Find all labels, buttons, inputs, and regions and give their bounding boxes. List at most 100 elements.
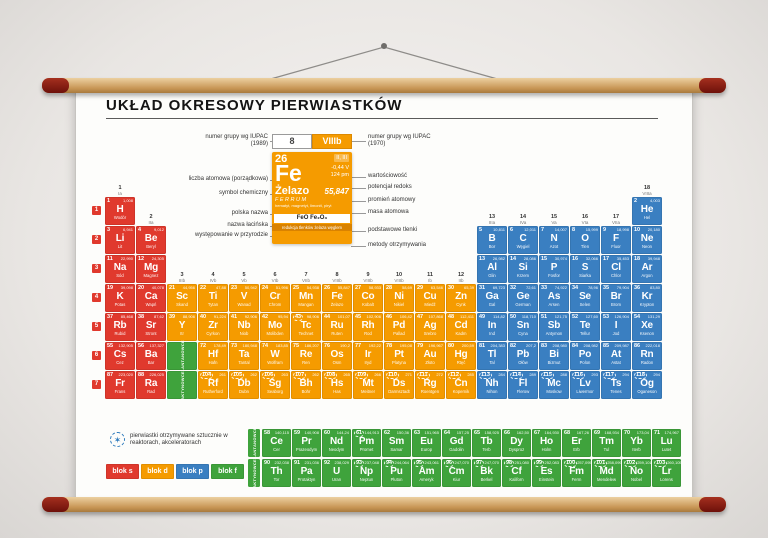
atomic-mass: 252,083 [544,460,559,465]
element-symbol: Yb [630,436,643,447]
element-name: Wapń [145,302,157,307]
atomic-mass: 26,982 [492,256,505,261]
atomic-mass: 83,80 [649,285,660,290]
element-Yb: 70 173,04 Yb Iterb [622,429,651,457]
atomic-number: 1 [107,198,111,204]
atomic-mass: 72,61 [525,285,536,290]
element-symbol: Lv [579,378,591,389]
element-name: Nikiel [393,302,405,307]
atomic-number: 61 [354,430,365,437]
element-symbol: Te [579,320,591,331]
atomic-mass: 178,49 [213,343,226,348]
atomic-mass: 87,62 [153,314,164,319]
atomic-mass: 259,101 [637,460,651,465]
bottom-rail [42,497,726,512]
atomic-number: 109 [355,372,369,379]
atomic-mass: 101,07 [337,314,350,319]
element-H: 1 1,008 H Wodór [105,197,135,225]
atomic-number: 82 [510,343,517,349]
element-symbol: Ar [641,262,653,273]
atomic-mass: 190,2 [339,343,350,348]
element-name: Fosfor [548,273,560,278]
element-Y: 39 88,906 Y Itr [167,313,197,341]
element-name: Bizmut [547,360,561,365]
element-name: Neptun [359,477,374,482]
atomic-mass: 131,29 [647,314,660,319]
element-symbol: Sg [268,378,282,389]
element-N: 7 14,007 N Azot [539,226,569,254]
element-name: Tenes [610,389,622,394]
atomic-number: 36 [634,285,641,291]
element-Nd: 60 144,24 Nd Neodym [322,429,351,457]
element-symbol: Md [599,466,614,477]
atomic-number: 7 [541,227,545,233]
atomic-mass: 35,453 [616,256,629,261]
atomic-mass: 222,018 [645,343,660,348]
element-name: Skand [176,302,188,307]
element-Lv: 116 293 Lv Liwermor [570,371,600,399]
atomic-mass: 88,906 [182,314,195,319]
element-Be: 4 9,012 Be Beryl [136,226,166,254]
group-header-1: 1 Ia [118,185,122,196]
group-header-15: 15 Va [550,214,558,225]
atomic-number: 108 [324,372,338,379]
element-symbol: Sb [547,320,561,331]
atomic-mass: 78,96 [587,285,598,290]
element-name: Samar [390,447,403,452]
label-obtaining-methods: metody otrzymywania [351,242,468,249]
element-symbol: Cs [113,349,127,360]
atomic-number: 113 [479,372,492,379]
atomic-number: 6 [510,227,514,233]
element-symbol: N [550,233,558,244]
element-Rn: 86 222,018 Rn Radon [632,342,662,370]
element-symbol: Sr [145,320,157,331]
block-legend: blok s blok d blok p blok f [106,464,244,479]
element-name: Promet [359,447,374,452]
atomic-mass: 9,012 [153,227,164,232]
period-label-2: 2 [92,235,101,244]
label-chemical-symbol: symbol chemiczny [168,190,285,197]
element-Mn: 25 54,938 Mn Mangan [291,284,321,312]
element-name: Tantal [238,360,250,365]
element-symbol: H [116,204,124,215]
atomic-number: 94 [384,460,395,467]
atomic-mass: 195,08 [399,343,412,348]
element-name: Sód [116,273,124,278]
element-Pd: 46 106,42 Pd Pallad [384,313,414,341]
element-Ir: 77 192,22 Ir Iryd [353,342,383,370]
element-Ru: 44 101,07 Ru Ruten [322,313,352,341]
element-Cl: 17 35,453 Cl Chlor [601,255,631,283]
element-name: Neodym [328,447,345,452]
element-Eu: 63 151,965 Eu Europ [412,429,441,457]
atomic-number: 26 [324,285,331,291]
atomic-mass: 92,906 [244,314,257,319]
element-Mc: 115 288 Mc Moskow [539,371,569,399]
atomic-number: 54 [634,314,641,320]
element-name: Brom [610,302,621,307]
atomic-number: 78 [386,343,393,349]
element-name: Bor [488,244,496,249]
element-name: Wodór [113,215,127,220]
element-symbol: V [240,291,248,302]
atomic-number: 20 [138,285,145,291]
element-symbol: Se [579,291,591,302]
atomic-number: 117 [603,372,616,379]
atomic-number: 106 [262,372,276,379]
element-name: Azot [549,244,559,249]
atomic-mass: 150,36 [396,430,409,435]
atomic-number: 15 [541,256,548,262]
element-name: Cez [116,360,124,365]
element-symbol: Po [578,349,592,360]
element-name: Platyna [392,360,406,365]
atomic-number: 27 [355,285,362,291]
example-redox: -0,44 V [331,165,349,171]
atomic-mass: 106,42 [399,314,412,319]
element-symbol: P [550,262,558,273]
label-basic-oxides: podstawowe tlenki [351,227,468,234]
element-name: Itr [180,331,184,336]
atomic-number: 24 [262,285,269,291]
atomic-number: 116 [572,372,585,379]
atomic-number: 73 [231,343,238,349]
period-label-5: 5 [92,322,101,331]
